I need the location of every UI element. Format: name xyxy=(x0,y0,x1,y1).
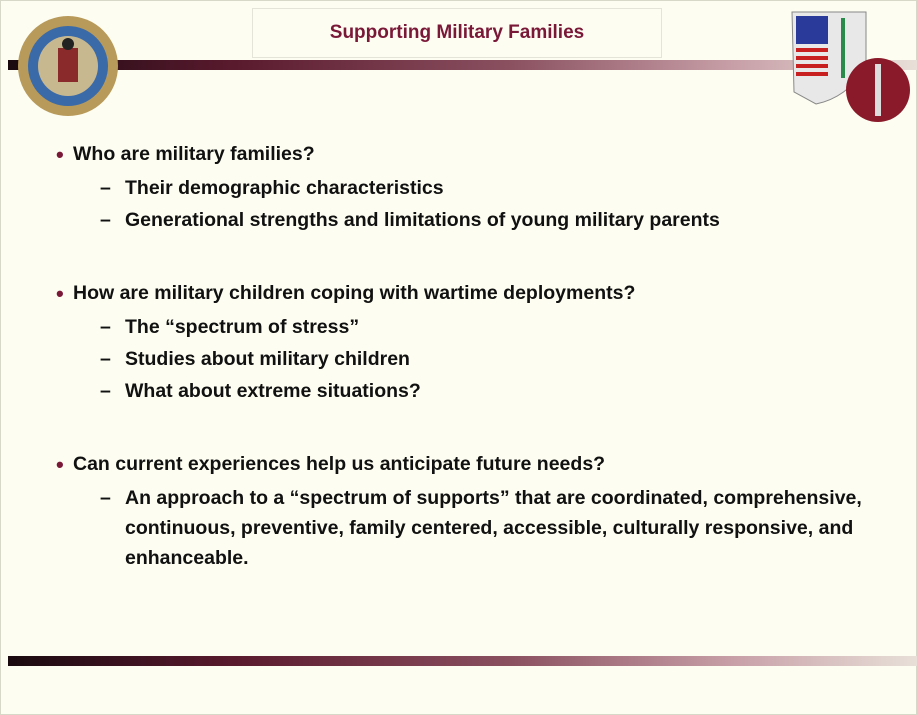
sub-dash: – xyxy=(100,209,111,231)
medical-crest xyxy=(791,11,910,122)
sub-dash: – xyxy=(100,177,111,199)
bullet-item: • How are military children coping with w… xyxy=(56,277,886,310)
sub-text: What about extreme situations? xyxy=(125,380,421,402)
sub-item: – Studies about military children xyxy=(56,344,886,374)
sub-dash: – xyxy=(100,487,111,509)
bullet-dot: • xyxy=(56,142,64,167)
sub-item: – Their demographic characteristics xyxy=(56,173,886,203)
bullet-item: • Who are military families? xyxy=(56,138,886,171)
bullet-dot: • xyxy=(56,281,64,306)
sub-item: – What about extreme situations? xyxy=(56,376,886,406)
sub-item: – Generational strengths and limitations … xyxy=(56,205,886,235)
footer-bar xyxy=(8,656,917,666)
header-bar xyxy=(8,60,917,70)
bullet-text: How are military children coping with wa… xyxy=(73,282,636,304)
sub-text: Their demographic characteristics xyxy=(125,177,444,199)
sub-text: An approach to a “spectrum of supports” … xyxy=(125,487,862,569)
sub-text: Generational strengths and limitations o… xyxy=(125,209,720,231)
bullet-item: • Can current experiences help us anticip… xyxy=(56,448,886,481)
bullet-group: • Can current experiences help us anticip… xyxy=(56,448,886,573)
bullet-dot: • xyxy=(56,452,64,477)
bullet-text: Who are military families? xyxy=(73,143,315,165)
title-box xyxy=(252,8,662,58)
bullet-list: • Who are military families? – Their demogr… xyxy=(56,138,886,615)
slide-title: Supporting Military Families xyxy=(329,22,585,43)
bullet-text: Can current experiences help us anticipa… xyxy=(73,453,606,475)
sub-dash: – xyxy=(100,380,111,402)
sub-dash: – xyxy=(100,316,111,338)
sub-dash: – xyxy=(100,348,111,370)
army-seal xyxy=(18,16,118,116)
sub-text: The “spectrum of stress” xyxy=(125,316,360,338)
bullet-group: • Who are military families? – Their demogr… xyxy=(56,138,886,235)
sub-text: Studies about military children xyxy=(125,348,410,370)
bullet-group: • How are military children coping with w… xyxy=(56,277,886,406)
sub-item: – The “spectrum of stress” xyxy=(56,312,886,342)
sub-item: – An approach to a “spectrum of supports”… xyxy=(56,483,886,573)
